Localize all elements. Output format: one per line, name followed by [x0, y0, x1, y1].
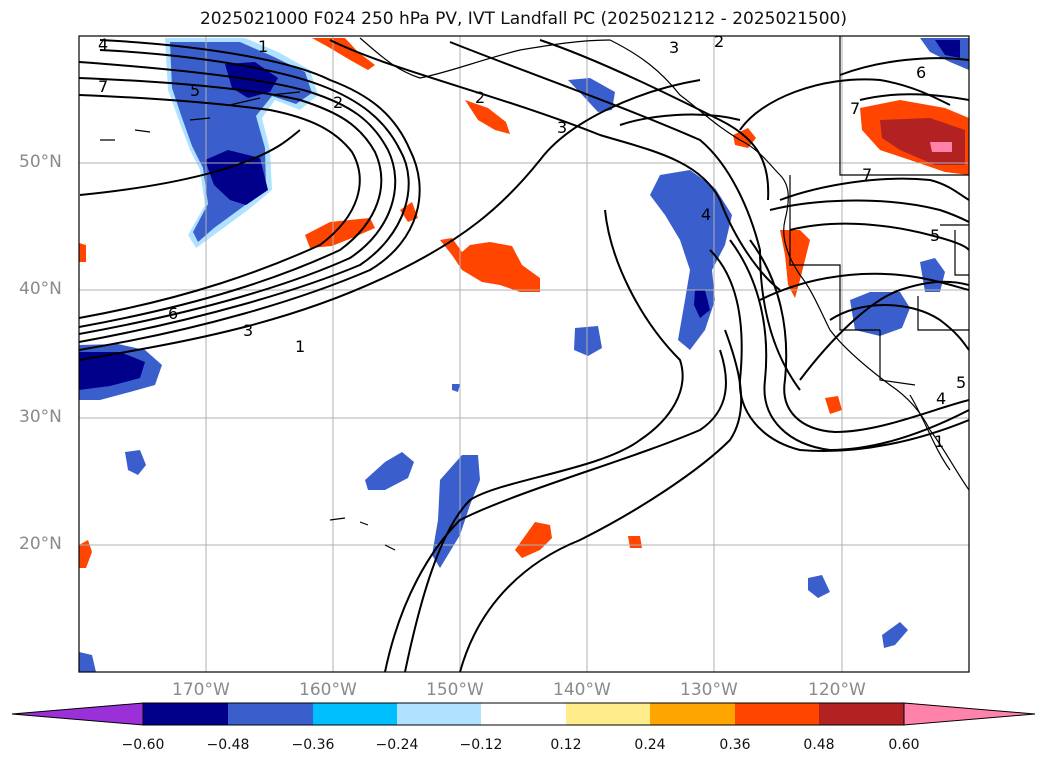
contour-label: 3	[669, 38, 679, 57]
colorbar-tick-label: 0.48	[803, 737, 835, 753]
colorbar-tick-label: −0.48	[206, 737, 250, 753]
colorbar-tick-label: −0.60	[121, 737, 165, 753]
lat-label: 30°N	[19, 407, 62, 427]
colorbar-bin	[143, 703, 228, 725]
lon-label: 130°W	[680, 680, 738, 700]
lat-label: 50°N	[19, 152, 62, 172]
contour-label: 3	[243, 321, 253, 340]
contour-label: 5	[956, 373, 966, 392]
colorbar-bin	[313, 703, 397, 725]
lon-label: 160°W	[299, 680, 357, 700]
lon-label: 120°W	[808, 680, 866, 700]
colorbar-tick-label: 0.60	[888, 737, 920, 753]
colorbar-bin	[481, 703, 566, 725]
contour-label: 7	[850, 99, 860, 118]
contour-label: 5	[930, 226, 940, 245]
colorbar-bin	[397, 703, 481, 725]
pv-anomaly-positive	[305, 218, 375, 248]
colorbar-tick-label: 0.12	[550, 737, 582, 753]
colorbar-tick-label: 0.24	[634, 737, 666, 753]
colorbar-extend-high	[903, 702, 1036, 726]
colorbar-bin	[735, 703, 819, 725]
colorbar-tick-label: −0.12	[459, 737, 503, 753]
contour-label: 6	[168, 304, 178, 323]
contour-label: 2	[333, 93, 343, 112]
colorbar	[11, 702, 1036, 726]
contour-label: 6	[916, 63, 926, 82]
contour-label: 7	[862, 165, 872, 184]
gridlines	[79, 36, 969, 672]
map-title: 2025021000 F024 250 hPa PV, IVT Landfall…	[199, 9, 847, 29]
colorbar-tick-label: 0.36	[719, 737, 751, 753]
colorbar-tick-label: −0.36	[291, 737, 335, 753]
ivt-contours	[79, 39, 969, 672]
colorbar-tick-label: −0.24	[375, 737, 419, 753]
colorbar-extend-low	[11, 702, 144, 726]
lon-label: 150°W	[426, 680, 484, 700]
contour-label: 1	[295, 337, 305, 356]
contour-label: 4	[936, 389, 946, 408]
lon-label: 170°W	[172, 680, 230, 700]
map-frame	[78, 35, 970, 673]
lat-label: 20°N	[19, 534, 62, 554]
contour-labels: 4 1 7 5 2 2 3 3 2 6 7 4 7 5 6 3 1 5 4 1	[98, 32, 966, 451]
pv-positive-anomalies	[79, 38, 969, 568]
contour-label: 1	[934, 432, 944, 451]
lon-label: 140°W	[553, 680, 611, 700]
contour-label: 2	[475, 88, 485, 107]
contour-label: 1	[258, 37, 268, 56]
colorbar-bin	[819, 703, 904, 725]
pv-anomaly-negative	[650, 170, 732, 350]
contour-label: 4	[701, 205, 711, 224]
colorbar-bin	[566, 703, 650, 725]
lat-label: 40°N	[19, 279, 62, 299]
contour-label: 5	[190, 81, 200, 100]
contour-label: 4	[98, 35, 108, 54]
colorbar-bin	[650, 703, 735, 725]
contour-label: 2	[714, 32, 724, 51]
coastlines	[100, 36, 969, 551]
colorbar-bin	[228, 703, 313, 725]
contour-label: 3	[557, 118, 567, 137]
contour-label: 7	[98, 77, 108, 96]
